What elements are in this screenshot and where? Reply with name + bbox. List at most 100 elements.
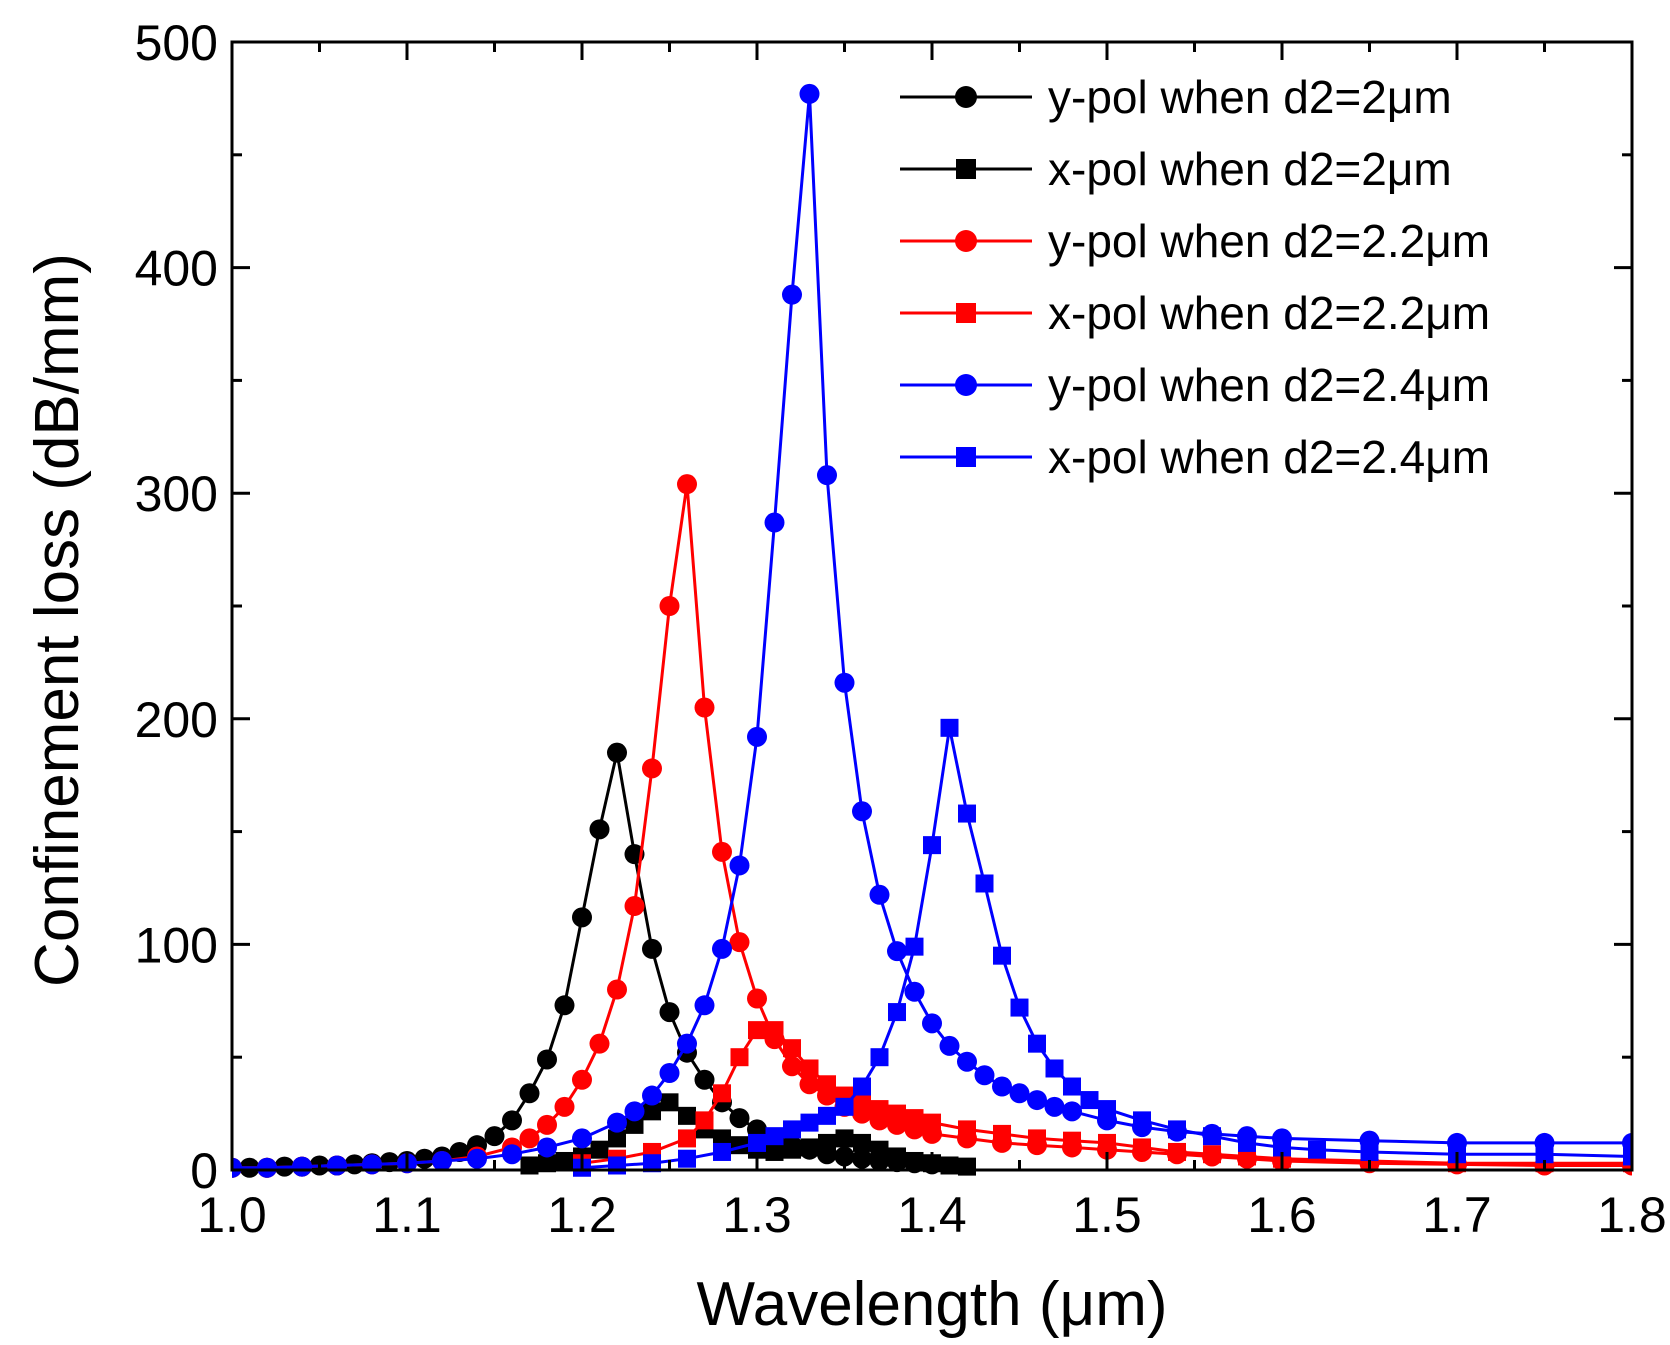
data-point [922, 1013, 942, 1034]
data-point [327, 1155, 347, 1176]
data-point [642, 758, 662, 779]
data-point [660, 1093, 679, 1112]
x-tick-label: 1.3 [722, 1187, 792, 1243]
data-point [712, 938, 732, 959]
data-point [958, 1157, 976, 1176]
data-point [782, 1056, 802, 1077]
data-point [870, 1100, 889, 1119]
data-point [993, 1124, 1011, 1143]
x-tick-label: 1.4 [897, 1187, 967, 1243]
data-point [379, 1152, 400, 1173]
data-point [712, 841, 732, 862]
data-point [659, 596, 680, 616]
legend-marker [956, 447, 976, 467]
data-point [1308, 1140, 1326, 1159]
data-point [519, 1128, 540, 1149]
data-point [257, 1157, 277, 1178]
legend-entry: x-pol when d2=2μm [900, 143, 1452, 195]
data-point [1027, 1090, 1047, 1111]
data-point [834, 1146, 855, 1167]
data-point [484, 1126, 505, 1147]
data-point [1360, 1142, 1379, 1161]
data-point [519, 1083, 540, 1104]
x-tick-label: 1.8 [1597, 1187, 1667, 1243]
data-point [800, 1113, 819, 1132]
data-point [537, 1114, 557, 1135]
data-point [993, 946, 1011, 965]
axes-layer: 1.0 1.1 1.2 1.3 1.4 1.5 1.6 1.7 1.8 0 100 200 300 400… [135, 15, 1667, 1243]
data-point [799, 83, 820, 104]
data-point [643, 1102, 661, 1121]
data-point [678, 1129, 696, 1148]
data-point [1238, 1147, 1256, 1166]
data-point [1168, 1120, 1186, 1139]
series-2 [232, 474, 1632, 1178]
data-point [1062, 1101, 1082, 1122]
y-tick-label: 100 [135, 917, 218, 973]
data-point [818, 1106, 836, 1125]
data-point [870, 1140, 889, 1159]
data-point [572, 907, 592, 928]
data-point [1273, 1138, 1291, 1157]
data-point [432, 1150, 452, 1171]
data-point [292, 1156, 312, 1177]
data-point [747, 726, 767, 747]
data-point [624, 1101, 645, 1122]
data-point [677, 1033, 697, 1054]
legend-label: y-pol when d2=2.2μm [1048, 215, 1490, 267]
data-point [870, 1048, 889, 1067]
data-point [590, 1140, 609, 1159]
legend-marker [956, 159, 976, 179]
data-point [642, 1085, 662, 1106]
data-point [764, 512, 785, 533]
data-point [1535, 1145, 1554, 1164]
data-point [888, 1147, 906, 1166]
data-point [695, 1111, 714, 1130]
data-point [905, 937, 924, 956]
data-point [607, 1112, 627, 1133]
x-tick-label: 1.6 [1247, 1187, 1317, 1243]
data-point [659, 1002, 680, 1023]
data-point [765, 1142, 784, 1161]
legend-marker [956, 303, 976, 323]
data-point [1133, 1111, 1151, 1130]
data-point [835, 1097, 854, 1116]
data-point [818, 1133, 836, 1152]
data-point [502, 1110, 522, 1131]
data-point [904, 981, 925, 1002]
data-point [1203, 1127, 1221, 1146]
data-point [572, 1128, 592, 1149]
data-point [554, 995, 575, 1016]
data-point [905, 1151, 924, 1170]
data-point [520, 1156, 539, 1175]
legend-entry: y-pol when d2=2μm [900, 71, 1452, 123]
y-tick-label: 300 [135, 466, 218, 522]
legend-label: x-pol when d2=2μm [1048, 143, 1452, 195]
data-point [537, 1049, 557, 1070]
data-point [1168, 1142, 1186, 1161]
data-point [1063, 1131, 1081, 1150]
data-point [835, 1129, 854, 1148]
y-tick-label: 400 [135, 241, 218, 297]
y-tick-label: 0 [190, 1143, 218, 1199]
series-5 [573, 718, 1632, 1177]
data-point [853, 1093, 871, 1112]
legend-entry: y-pol when d2=2.2μm [900, 215, 1490, 267]
data-point [748, 1133, 766, 1152]
x-axis-title: Wavelength (μm) [697, 1270, 1168, 1339]
data-point [624, 896, 645, 917]
data-point [852, 801, 872, 822]
data-point [555, 1151, 574, 1170]
data-point [747, 988, 767, 1009]
data-point [834, 672, 855, 693]
data-point [678, 1149, 696, 1168]
data-point [888, 1104, 906, 1123]
data-point [713, 1084, 731, 1103]
data-point [799, 1074, 820, 1095]
data-point [765, 1127, 784, 1146]
data-point [817, 465, 837, 486]
data-point [939, 1035, 960, 1056]
data-point [730, 1048, 749, 1067]
data-point [940, 718, 959, 737]
